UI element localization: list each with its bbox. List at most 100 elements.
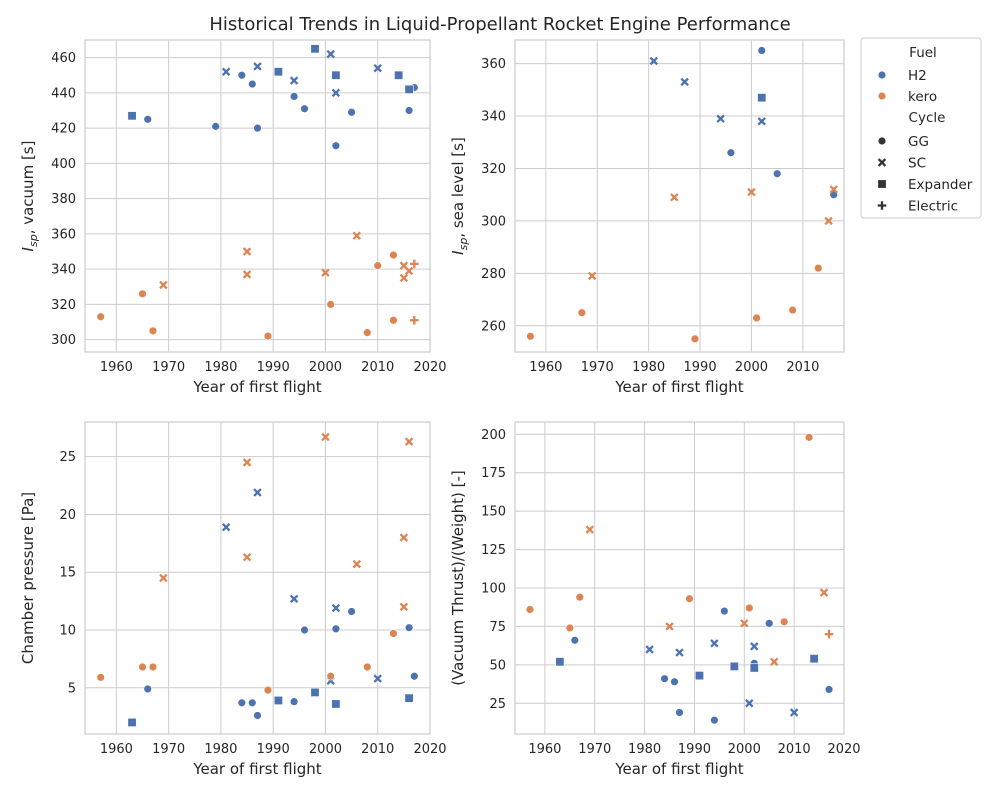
x-tick-label: 2000 [728,742,761,757]
data-point [248,698,257,707]
data-point [745,603,754,613]
y-tick-label: 175 [481,466,506,481]
legend-cycle-marker [877,136,887,146]
data-point [752,313,761,323]
y-tick-label: 75 [489,620,506,635]
data-point [690,334,700,344]
y-tick-label: 320 [51,298,76,313]
data-point [221,67,231,76]
data-point [772,169,782,178]
data-point [399,273,409,283]
data-point [829,185,838,194]
y-tick-label: 5 [68,681,76,696]
data-point [389,250,398,260]
subplot-2: 1960 1970 1980 1990 2000 2010 260 280 300 320 340 3… [449,39,845,396]
data-point [577,308,587,317]
x-tick-label: 1960 [100,742,133,757]
y-tick-label: 460 [51,51,76,66]
y-axis-label: Isp, sea level [s] [449,137,470,255]
data-point [253,123,262,133]
legend-cycle-marker [877,179,887,189]
x-tick-label: 2010 [361,360,394,375]
data-point [769,657,779,666]
data-point [300,625,309,635]
data-point [363,328,372,337]
y-tick-label: 25 [59,450,76,465]
y-tick-label: 25 [489,697,506,712]
data-point [649,56,659,66]
legend-frame [860,37,982,219]
figure-title: Historical Trends in Liquid-Propellant R… [209,14,790,35]
subplot-1: 1960 1970 1980 1990 2000 2010 2020 300 320 340 360… [19,39,447,396]
x-tick-label: 2000 [735,360,768,375]
data-point [242,458,252,467]
x-tick-label: 2000 [309,360,342,375]
data-point [747,187,756,197]
data-point [289,594,299,604]
data-point [373,63,382,73]
data-point [404,106,414,115]
data-point [824,216,833,226]
data-point [127,717,137,727]
data-point [789,708,799,717]
data-point [779,617,789,627]
data-point [310,687,320,697]
data-point [331,88,341,98]
data-point [804,433,814,442]
data-point [326,300,335,309]
data-point [680,77,689,87]
data-point [253,711,262,720]
data-point [526,332,535,341]
data-point [331,699,341,709]
data-point [788,305,797,315]
data-point [575,593,585,602]
data-point [273,695,283,705]
legend-fuel-title: Fuel [909,45,937,61]
data-point [720,606,729,616]
legend: Fuel H2 kero Cycle GG SC Expander Electric [860,37,982,219]
x-tick-label: 2000 [309,742,342,757]
data-point [757,46,766,55]
data-point [565,623,575,633]
y-tick-label: 380 [51,192,76,207]
data-point [263,331,273,341]
data-point [331,141,341,150]
legend-fuel-items: H2 kero [877,68,937,105]
y-tick-label: 340 [481,110,506,125]
data-point [525,605,535,614]
legend-cycle-label: SC [908,156,926,172]
subplot-3: 1960 1970 1980 1990 2000 2010 2020 5 10 15 20 25 Yea… [19,421,447,778]
y-tick-label: 125 [481,543,506,558]
data-point [347,607,356,616]
data-point [809,654,819,664]
data-point [555,657,565,667]
data-point [394,70,404,80]
y-tick-label: 420 [51,122,76,137]
data-point [710,715,719,725]
data-point [143,115,152,124]
data-point [242,270,252,279]
data-point [237,698,247,707]
data-point [819,588,829,597]
x-tick-label: 1980 [204,742,237,757]
y-tick-label: 440 [51,86,76,101]
data-point [404,437,414,446]
data-point [326,49,335,59]
y-tick-label: 20 [59,508,76,523]
data-point [749,663,759,673]
data-point [248,79,257,89]
data-point [352,231,362,240]
scatter-points [96,44,419,341]
data-point [300,104,309,113]
data-point [331,624,341,634]
data-point [745,699,754,708]
x-tick-label: 1960 [100,360,133,375]
plot-frame [84,39,431,353]
legend-fuel-marker [877,70,887,80]
x-tick-label: 2020 [413,742,446,757]
y-axis-label: Isp, vacuum [s] [19,141,40,252]
y-tick-label: 300 [51,333,76,348]
plot-frame [514,421,845,735]
